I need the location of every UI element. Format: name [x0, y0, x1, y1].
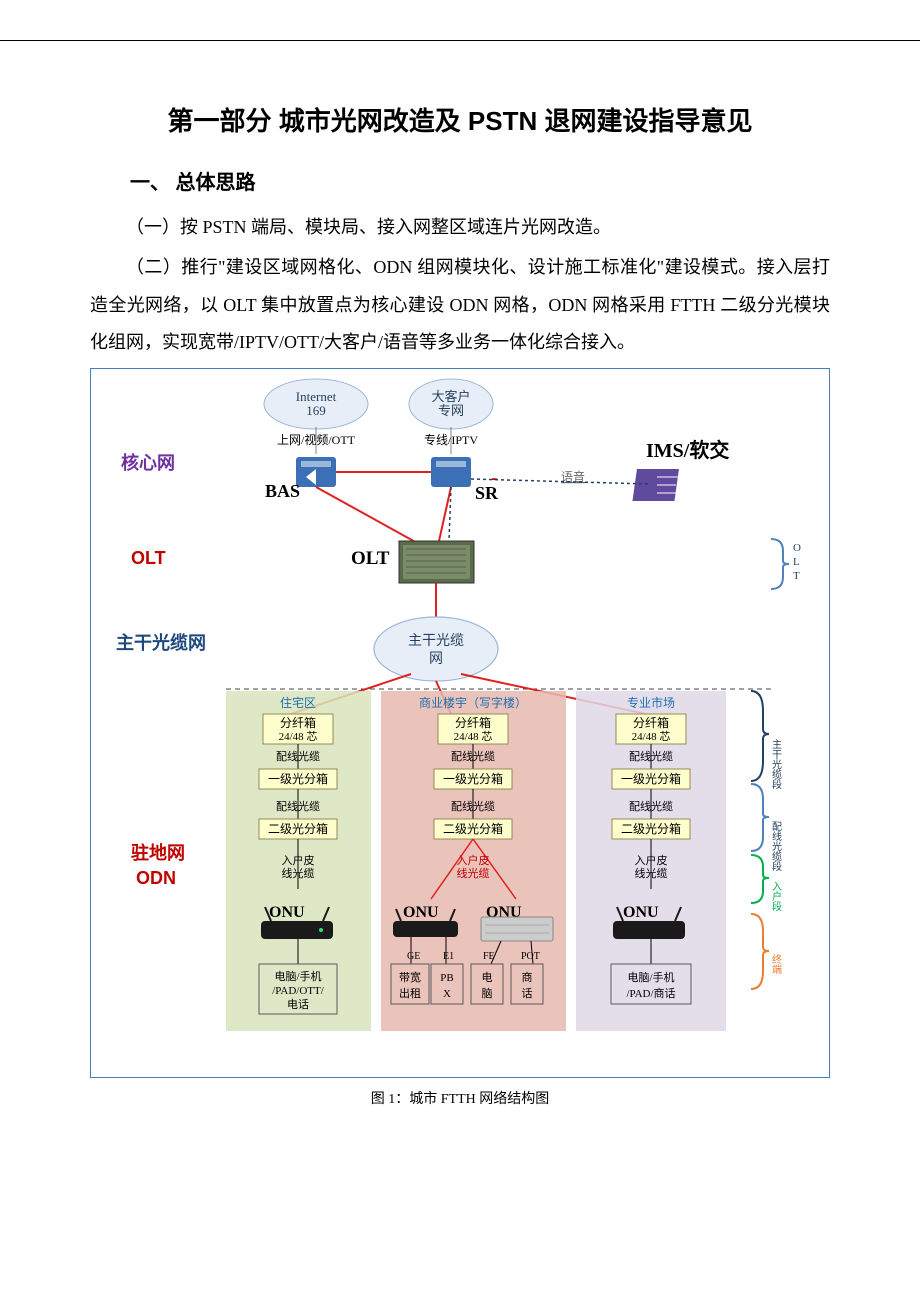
- svg-text:ONU: ONU: [623, 904, 659, 921]
- svg-text:配线光缆: 配线光缆: [629, 799, 673, 813]
- svg-text:线光缆: 线光缆: [457, 866, 490, 880]
- cloud-internet: Internet 169: [264, 379, 368, 429]
- svg-text:/PAD/商话: /PAD/商话: [626, 986, 675, 1000]
- label-odn2: ODN: [136, 868, 176, 888]
- label-olt: OLT: [131, 548, 166, 568]
- network-diagram: 核心网 OLT 主干光缆网 驻地网 ODN Internet 169 大客户 专…: [90, 368, 830, 1078]
- svg-text:话: 话: [522, 987, 533, 1000]
- svg-text:T: T: [793, 570, 800, 582]
- svg-text:入户段: 入户段: [770, 881, 782, 912]
- label-bas: BAS: [265, 481, 300, 501]
- label-ims: IMS/软交: [646, 438, 729, 462]
- svg-text:二级光分箱: 二级光分箱: [621, 821, 681, 836]
- svg-text:分纤箱: 分纤箱: [280, 715, 316, 730]
- svg-text:分纤箱: 分纤箱: [633, 715, 669, 730]
- label-olt-dev: OLT: [351, 548, 390, 569]
- svg-text:ONU: ONU: [403, 904, 439, 921]
- svg-text:电话: 电话: [287, 998, 309, 1011]
- page-title: 第一部分 城市光网改造及 PSTN 退网建设指导意见: [90, 101, 830, 138]
- svg-text:X: X: [443, 988, 451, 1000]
- olt-icon: [399, 541, 474, 583]
- svg-text:电脑/手机: 电脑/手机: [627, 970, 674, 984]
- svg-text:入户皮: 入户皮: [282, 853, 315, 867]
- paragraph-2: （二）推行"建设区域网格化、ODN 组网模块化、设计施工标准化"建设模式。接入层…: [90, 249, 830, 362]
- svg-text:网: 网: [429, 652, 443, 667]
- label-sr: SR: [475, 483, 499, 503]
- side-braces: O L T 主干光缆段 配线光缆段 入户段 终端: [751, 539, 801, 989]
- svg-text:L: L: [793, 556, 800, 568]
- svg-text:入户皮: 入户皮: [457, 853, 490, 867]
- svg-text:24/48 芯: 24/48 芯: [454, 729, 493, 743]
- svg-text:大客户: 大客户: [431, 389, 470, 404]
- ims-icon: [632, 469, 681, 501]
- label-odn1: 驻地网: [131, 842, 185, 863]
- svg-text:配线光缆: 配线光缆: [276, 749, 320, 763]
- svg-text:一级光分箱: 一级光分箱: [443, 771, 503, 786]
- svg-text:商: 商: [522, 970, 533, 984]
- svg-text:一级光分箱: 一级光分箱: [268, 771, 328, 786]
- svg-text:配线光缆段: 配线光缆段: [770, 821, 782, 872]
- svg-text:主干光缆段: 主干光缆段: [770, 739, 782, 790]
- svg-text:配线光缆: 配线光缆: [451, 799, 495, 813]
- svg-text:配线光缆: 配线光缆: [276, 799, 320, 813]
- svg-text:分纤箱: 分纤箱: [455, 715, 491, 730]
- svg-text:电脑/手机: 电脑/手机: [274, 969, 321, 983]
- svg-text:专网: 专网: [438, 403, 464, 418]
- svg-text:/PAD/OTT/: /PAD/OTT/: [272, 985, 324, 997]
- router-sr: [431, 457, 471, 487]
- svg-text:二级光分箱: 二级光分箱: [443, 821, 503, 836]
- svg-text:GE: GE: [407, 951, 420, 962]
- svg-text:配线光缆: 配线光缆: [629, 749, 673, 763]
- svg-text:24/48 芯: 24/48 芯: [632, 729, 671, 743]
- svg-text:主干光缆: 主干光缆: [408, 633, 464, 649]
- label-trunk: 主干光缆网: [116, 632, 206, 653]
- svg-text:169: 169: [306, 403, 326, 418]
- cloud-trunk: 主干光缆 网: [374, 617, 498, 681]
- svg-text:线光缆: 线光缆: [282, 866, 315, 880]
- svg-text:终端: 终端: [770, 953, 782, 975]
- svg-text:ONU: ONU: [269, 904, 305, 921]
- label-core: 核心网: [121, 452, 175, 473]
- figure-caption: 图 1：城市 FTTH 网络结构图: [90, 1088, 830, 1108]
- svg-text:脑: 脑: [482, 987, 493, 1000]
- svg-text:出租: 出租: [399, 986, 421, 1000]
- svg-text:24/48 芯: 24/48 芯: [279, 729, 318, 743]
- area-res-title: 住宅区: [280, 695, 316, 710]
- svg-text:E1: E1: [443, 951, 454, 962]
- cloud-customer: 大客户 专网: [409, 379, 493, 429]
- svg-text:带宽: 带宽: [399, 970, 421, 984]
- svg-text:FE: FE: [483, 951, 495, 962]
- svg-text:POT: POT: [521, 951, 540, 962]
- svg-text:一级光分箱: 一级光分箱: [621, 771, 681, 786]
- svg-text:电: 电: [482, 971, 493, 984]
- svg-text:入户皮: 入户皮: [635, 853, 668, 867]
- section-heading: 一、 总体思路: [130, 166, 830, 195]
- svg-text:二级光分箱: 二级光分箱: [268, 821, 328, 836]
- router-bas: [296, 457, 336, 487]
- area-mkt-title: 专业市场: [627, 695, 675, 710]
- svg-text:PB: PB: [440, 972, 453, 984]
- svg-text:O: O: [793, 542, 801, 554]
- svg-text:线光缆: 线光缆: [635, 866, 668, 880]
- svg-text:Internet: Internet: [296, 389, 337, 404]
- area-biz-title: 商业楼宇（写字楼）: [419, 695, 527, 710]
- paragraph-1: （一）按 PSTN 端局、模块局、接入网整区域连片光网改造。: [90, 209, 830, 247]
- svg-text:配线光缆: 配线光缆: [451, 749, 495, 763]
